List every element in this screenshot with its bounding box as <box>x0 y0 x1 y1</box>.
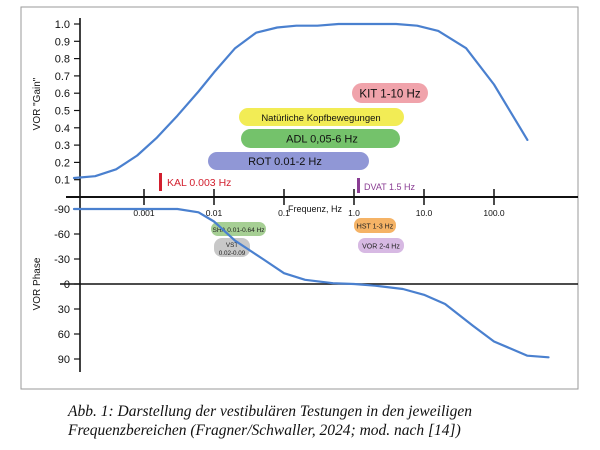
phase-curve <box>72 207 550 359</box>
band-adl-label: ADL 0,05-6 Hz <box>286 134 358 146</box>
band-hst <box>354 218 396 233</box>
gain-curve <box>72 22 529 180</box>
caption-line-2: Frequenzbereichen (Fragner/Schwaller, 20… <box>68 422 461 439</box>
band-vst <box>214 238 250 257</box>
band-vst-range: 0.02-0.09 <box>219 250 246 257</box>
vor-frequency-chart: 0.1 0.2 0.3 0.4 0.5 0.6 0.7 0.8 0.9 1.0 -90 -60 -30… <box>20 6 579 390</box>
gain-tick-label: 0.8 <box>55 54 70 66</box>
frequency-axis-title: Frequenz, Hz <box>288 204 343 214</box>
phase-tick-label: 30 <box>58 304 70 316</box>
band-hst-label: HST 1-3 Hz <box>357 224 394 231</box>
phase-tick-label: 60 <box>58 329 70 341</box>
phase-tick-label: -90 <box>54 204 70 216</box>
gain-tick-label: 0.4 <box>55 123 70 135</box>
band-sha-label: SHA 0.01-0.64 Hz <box>212 227 264 234</box>
marker-dvat-label: DVAT 1.5 Hz <box>364 182 416 192</box>
marker-kal <box>159 173 162 191</box>
gain-tick-label: 0.7 <box>55 71 70 83</box>
band-vst-label: VST 0.02-0.09 <box>219 242 246 257</box>
gain-tick-label: 1.0 <box>55 19 70 31</box>
gain-tick-label: 0.3 <box>55 140 70 152</box>
band-rot <box>208 152 369 170</box>
band-kit <box>352 83 428 103</box>
phase-tick-label: -30 <box>54 254 70 266</box>
phase-tick-label: -60 <box>54 229 70 241</box>
marker-dvat <box>357 178 360 193</box>
phase-tick-label: 0 <box>64 279 70 291</box>
frequency-tick-label: 0.001 <box>133 208 155 218</box>
gain-tick-label: 0.5 <box>55 106 70 118</box>
frequency-tick-label: 1.0 <box>348 208 360 218</box>
figure-caption: Abb. 1: Darstellung der vestibulären Tes… <box>68 402 588 440</box>
phase-tick-label: 90 <box>58 354 70 366</box>
band-adl <box>241 129 400 148</box>
marker-kal-label: KAL 0.003 Hz <box>167 177 231 189</box>
gain-tick-label: 0.6 <box>55 88 70 100</box>
frequency-tick-label: 0.01 <box>206 208 223 218</box>
gain-tick-label: 0.9 <box>55 36 70 48</box>
frequency-tick-label: 0.1 <box>278 208 290 218</box>
band-natural-head-movements <box>239 108 404 126</box>
band-rot-label: ROT 0.01-2 Hz <box>248 156 322 168</box>
band-kit-label: KIT 1-10 Hz <box>359 89 420 101</box>
gain-axis-title: VOR "Gain" <box>32 77 43 130</box>
gain-tick-label: 0.1 <box>55 175 70 187</box>
caption-line-1: Abb. 1: Darstellung der vestibulären Tes… <box>68 403 472 420</box>
band-vor-label: VOR 2-4 Hz <box>362 244 400 251</box>
gain-tick-label: 0.2 <box>55 157 70 169</box>
frequency-tick-label: 10.0 <box>416 208 433 218</box>
frequency-tick-label: 100.0 <box>483 208 505 218</box>
band-vst-name: VST <box>226 242 238 249</box>
phase-axis-title: VOR Phase <box>32 257 43 310</box>
band-natural-head-movements-label: Natürliche Kopfbewegungen <box>261 113 380 124</box>
band-vor <box>358 238 404 253</box>
